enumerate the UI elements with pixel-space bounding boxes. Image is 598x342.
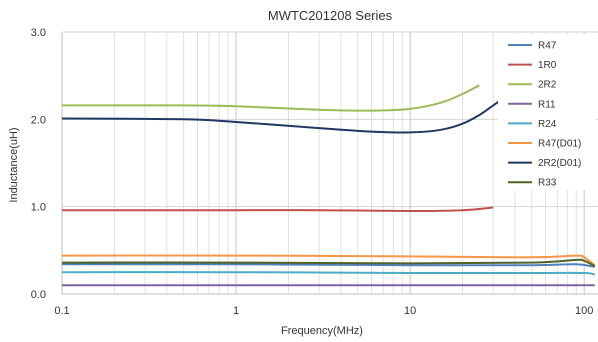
legend-entry: 2R2 bbox=[538, 80, 557, 91]
x-tick-label: 100 bbox=[575, 305, 593, 317]
series-line-r47-d01 bbox=[61, 254, 596, 267]
y-tick-label: 0.0 bbox=[31, 289, 46, 301]
y-tick-label: 1.0 bbox=[31, 202, 46, 214]
legend-entry: R47(D01) bbox=[538, 139, 581, 150]
legend-entry: 2R2(D01) bbox=[538, 158, 581, 169]
series-line-r24 bbox=[61, 271, 596, 276]
series-line-2r2 bbox=[61, 84, 480, 112]
x-tick-label: 0.1 bbox=[54, 305, 69, 317]
series-line-r47 bbox=[61, 263, 595, 268]
x-axis-label: Frequency(MHz) bbox=[281, 325, 363, 337]
series-lines bbox=[61, 84, 596, 287]
series-line-1r0 bbox=[62, 206, 494, 212]
legend-background bbox=[498, 34, 596, 190]
x-tick-label: 1 bbox=[233, 305, 239, 317]
y-tick-label: 3.0 bbox=[31, 27, 46, 39]
y-axis-label: Inductance(uH) bbox=[8, 127, 20, 202]
legend-entry: 1R0 bbox=[538, 60, 557, 71]
x-tick-label: 10 bbox=[404, 305, 416, 317]
legend-entry: R47 bbox=[538, 41, 557, 52]
series-line-r33 bbox=[61, 258, 596, 267]
chart-title: MWTC201208 Series bbox=[268, 8, 393, 23]
legend-entry: R24 bbox=[538, 119, 557, 130]
y-axis-ticks: 0.0 1.0 2.0 3.0 bbox=[31, 27, 46, 301]
legend: R47 1R0 2R2 R11 R24 R47(D01) 2R2(D01) R33 bbox=[498, 34, 596, 190]
legend-entry: R33 bbox=[538, 178, 557, 189]
y-tick-label: 2.0 bbox=[31, 114, 46, 126]
legend-entry: R11 bbox=[538, 99, 556, 110]
x-axis-ticks: 0.1 1 10 100 bbox=[54, 305, 593, 317]
series-line-2r2-d01 bbox=[61, 96, 506, 134]
